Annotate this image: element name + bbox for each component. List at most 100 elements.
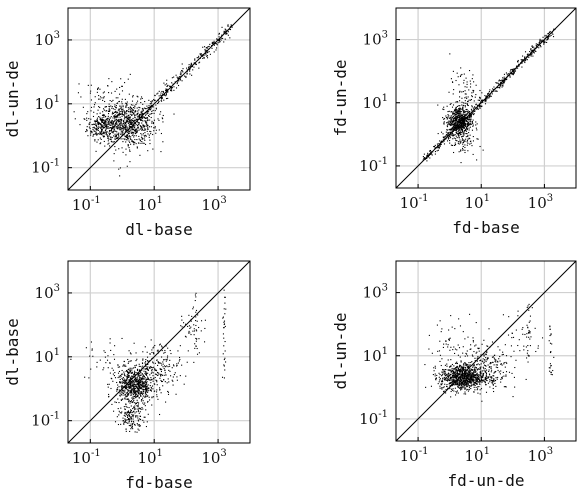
data-point [102,111,104,113]
data-point [144,384,146,386]
data-point [446,105,448,107]
data-point [471,145,473,147]
data-point [99,96,102,98]
data-point [111,81,113,83]
data-point [151,122,153,124]
data-point [126,120,128,122]
data-point [473,384,476,386]
data-point [107,115,109,117]
data-point [159,368,161,370]
data-point [112,141,114,143]
data-point [437,146,439,148]
data-point [218,41,220,43]
data-point [477,107,479,109]
data-point [465,128,467,130]
data-point [503,82,505,84]
data-point [438,146,440,148]
data-point [529,51,531,53]
data-point [140,391,142,393]
data-point [127,389,129,391]
data-point [218,36,220,38]
data-point [464,391,466,393]
data-point [468,370,470,372]
data-point [470,378,472,380]
data-point [114,117,116,119]
data-point [97,87,99,90]
data-point [485,98,487,100]
data-point [530,54,532,56]
data-point [496,364,499,366]
data-point [478,386,480,388]
data-point [124,419,126,421]
data-point [127,415,129,417]
data-point [163,359,165,361]
data-point [221,34,223,36]
data-point [486,97,488,99]
data-point [527,53,529,55]
data-point [127,394,130,396]
y-axis-label: dl-un-de [3,60,22,137]
data-point [473,375,475,377]
data-point [460,108,462,110]
data-point [431,154,433,156]
data-point [96,361,98,363]
data-point [520,59,522,61]
data-point [173,373,175,376]
data-point [464,367,466,369]
data-point [466,144,468,146]
data-point [466,386,468,388]
data-point [134,366,136,369]
data-point [472,114,475,116]
data-point [456,375,458,377]
data-point [450,123,452,125]
data-point [459,100,461,102]
data-point [160,370,162,373]
data-point [481,379,483,381]
data-point [190,62,192,64]
data-point [195,63,197,66]
data-point [481,375,483,377]
data-point [135,379,137,381]
data-point [128,384,130,386]
data-point [223,289,225,291]
data-point [147,378,149,381]
data-point [141,367,143,369]
data-point [448,369,450,371]
data-point [148,115,150,118]
data-point [124,126,126,128]
data-point [466,125,468,127]
data-point [154,369,156,372]
data-point [129,415,131,417]
data-point [517,59,519,62]
data-point [107,140,109,142]
data-point [532,55,534,57]
data-point [470,114,472,116]
data-point [124,393,126,396]
data-point [453,374,455,376]
data-point [87,135,89,137]
data-point [142,383,144,385]
data-point [165,366,167,368]
data-point [451,363,453,366]
data-point [128,407,130,409]
data-point [426,155,428,157]
data-point [479,99,481,101]
data-point [92,135,94,137]
data-point [474,374,476,376]
data-point [159,113,161,115]
data-point [196,57,198,59]
data-point [105,115,107,117]
data-point [109,362,111,364]
data-point [506,362,508,364]
data-point [140,394,142,396]
data-point [111,127,113,129]
data-point [144,377,146,379]
data-point [488,92,490,94]
data-point [462,352,464,354]
data-point [128,147,130,149]
data-point [491,369,493,371]
data-point [473,367,476,369]
data-point [469,378,471,380]
data-point [218,39,220,41]
